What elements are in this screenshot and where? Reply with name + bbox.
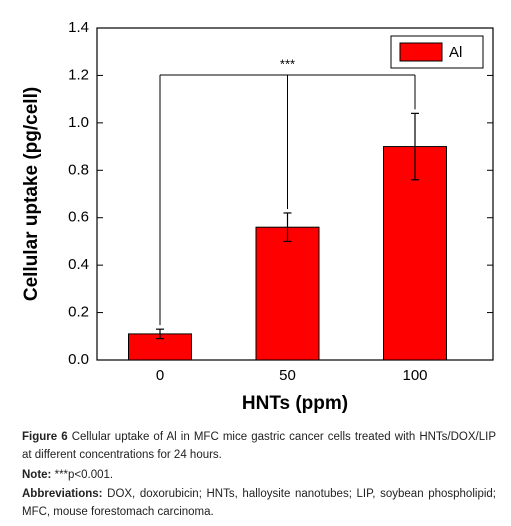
y-tick-label: 0.4	[68, 256, 89, 273]
bar	[383, 146, 447, 361]
x-tick-label: 100	[402, 367, 427, 384]
y-tick-label: 0.2	[68, 304, 89, 321]
abbreviations-label: Abbreviations:	[22, 488, 103, 500]
x-tick-label: 0	[156, 367, 164, 384]
abbreviations: Abbreviations: DOX, doxorubicin; HNTs, h…	[22, 485, 496, 521]
annotation: ***	[280, 56, 295, 71]
y-tick-label: 0.6	[68, 209, 89, 226]
figure-label: Figure 6	[22, 431, 68, 443]
y-tick-label: 1.4	[68, 19, 89, 36]
y-tick-label: 1.0	[68, 114, 89, 131]
x-tick-label: 50	[279, 367, 296, 384]
figure-caption: Figure 6 Cellular uptake of Al in MFC mi…	[22, 428, 496, 464]
note-text: ***p<0.001.	[54, 469, 114, 481]
note-label: Note:	[22, 469, 52, 481]
chart: Cellular uptake (pg/cell) HNTs (ppm) 0.0…	[21, 19, 494, 414]
y-axis-label: Cellular uptake (pg/cell)	[21, 87, 42, 301]
bar	[128, 333, 192, 361]
figure-text: Cellular uptake of Al in MFC mice gastri…	[22, 431, 496, 461]
y-tick-label: 0.0	[68, 351, 89, 368]
y-tick-label: 1.2	[68, 66, 89, 83]
legend-swatch	[399, 42, 443, 62]
legend-label: Al	[449, 44, 462, 61]
bar	[255, 226, 320, 361]
y-tick-label: 0.8	[68, 161, 89, 178]
note: Note: ***p<0.001.	[22, 466, 496, 484]
abbreviations-text: DOX, doxorubicin; HNTs, halloysite nanot…	[22, 488, 496, 518]
x-axis-label: HNTs (ppm)	[242, 393, 348, 414]
